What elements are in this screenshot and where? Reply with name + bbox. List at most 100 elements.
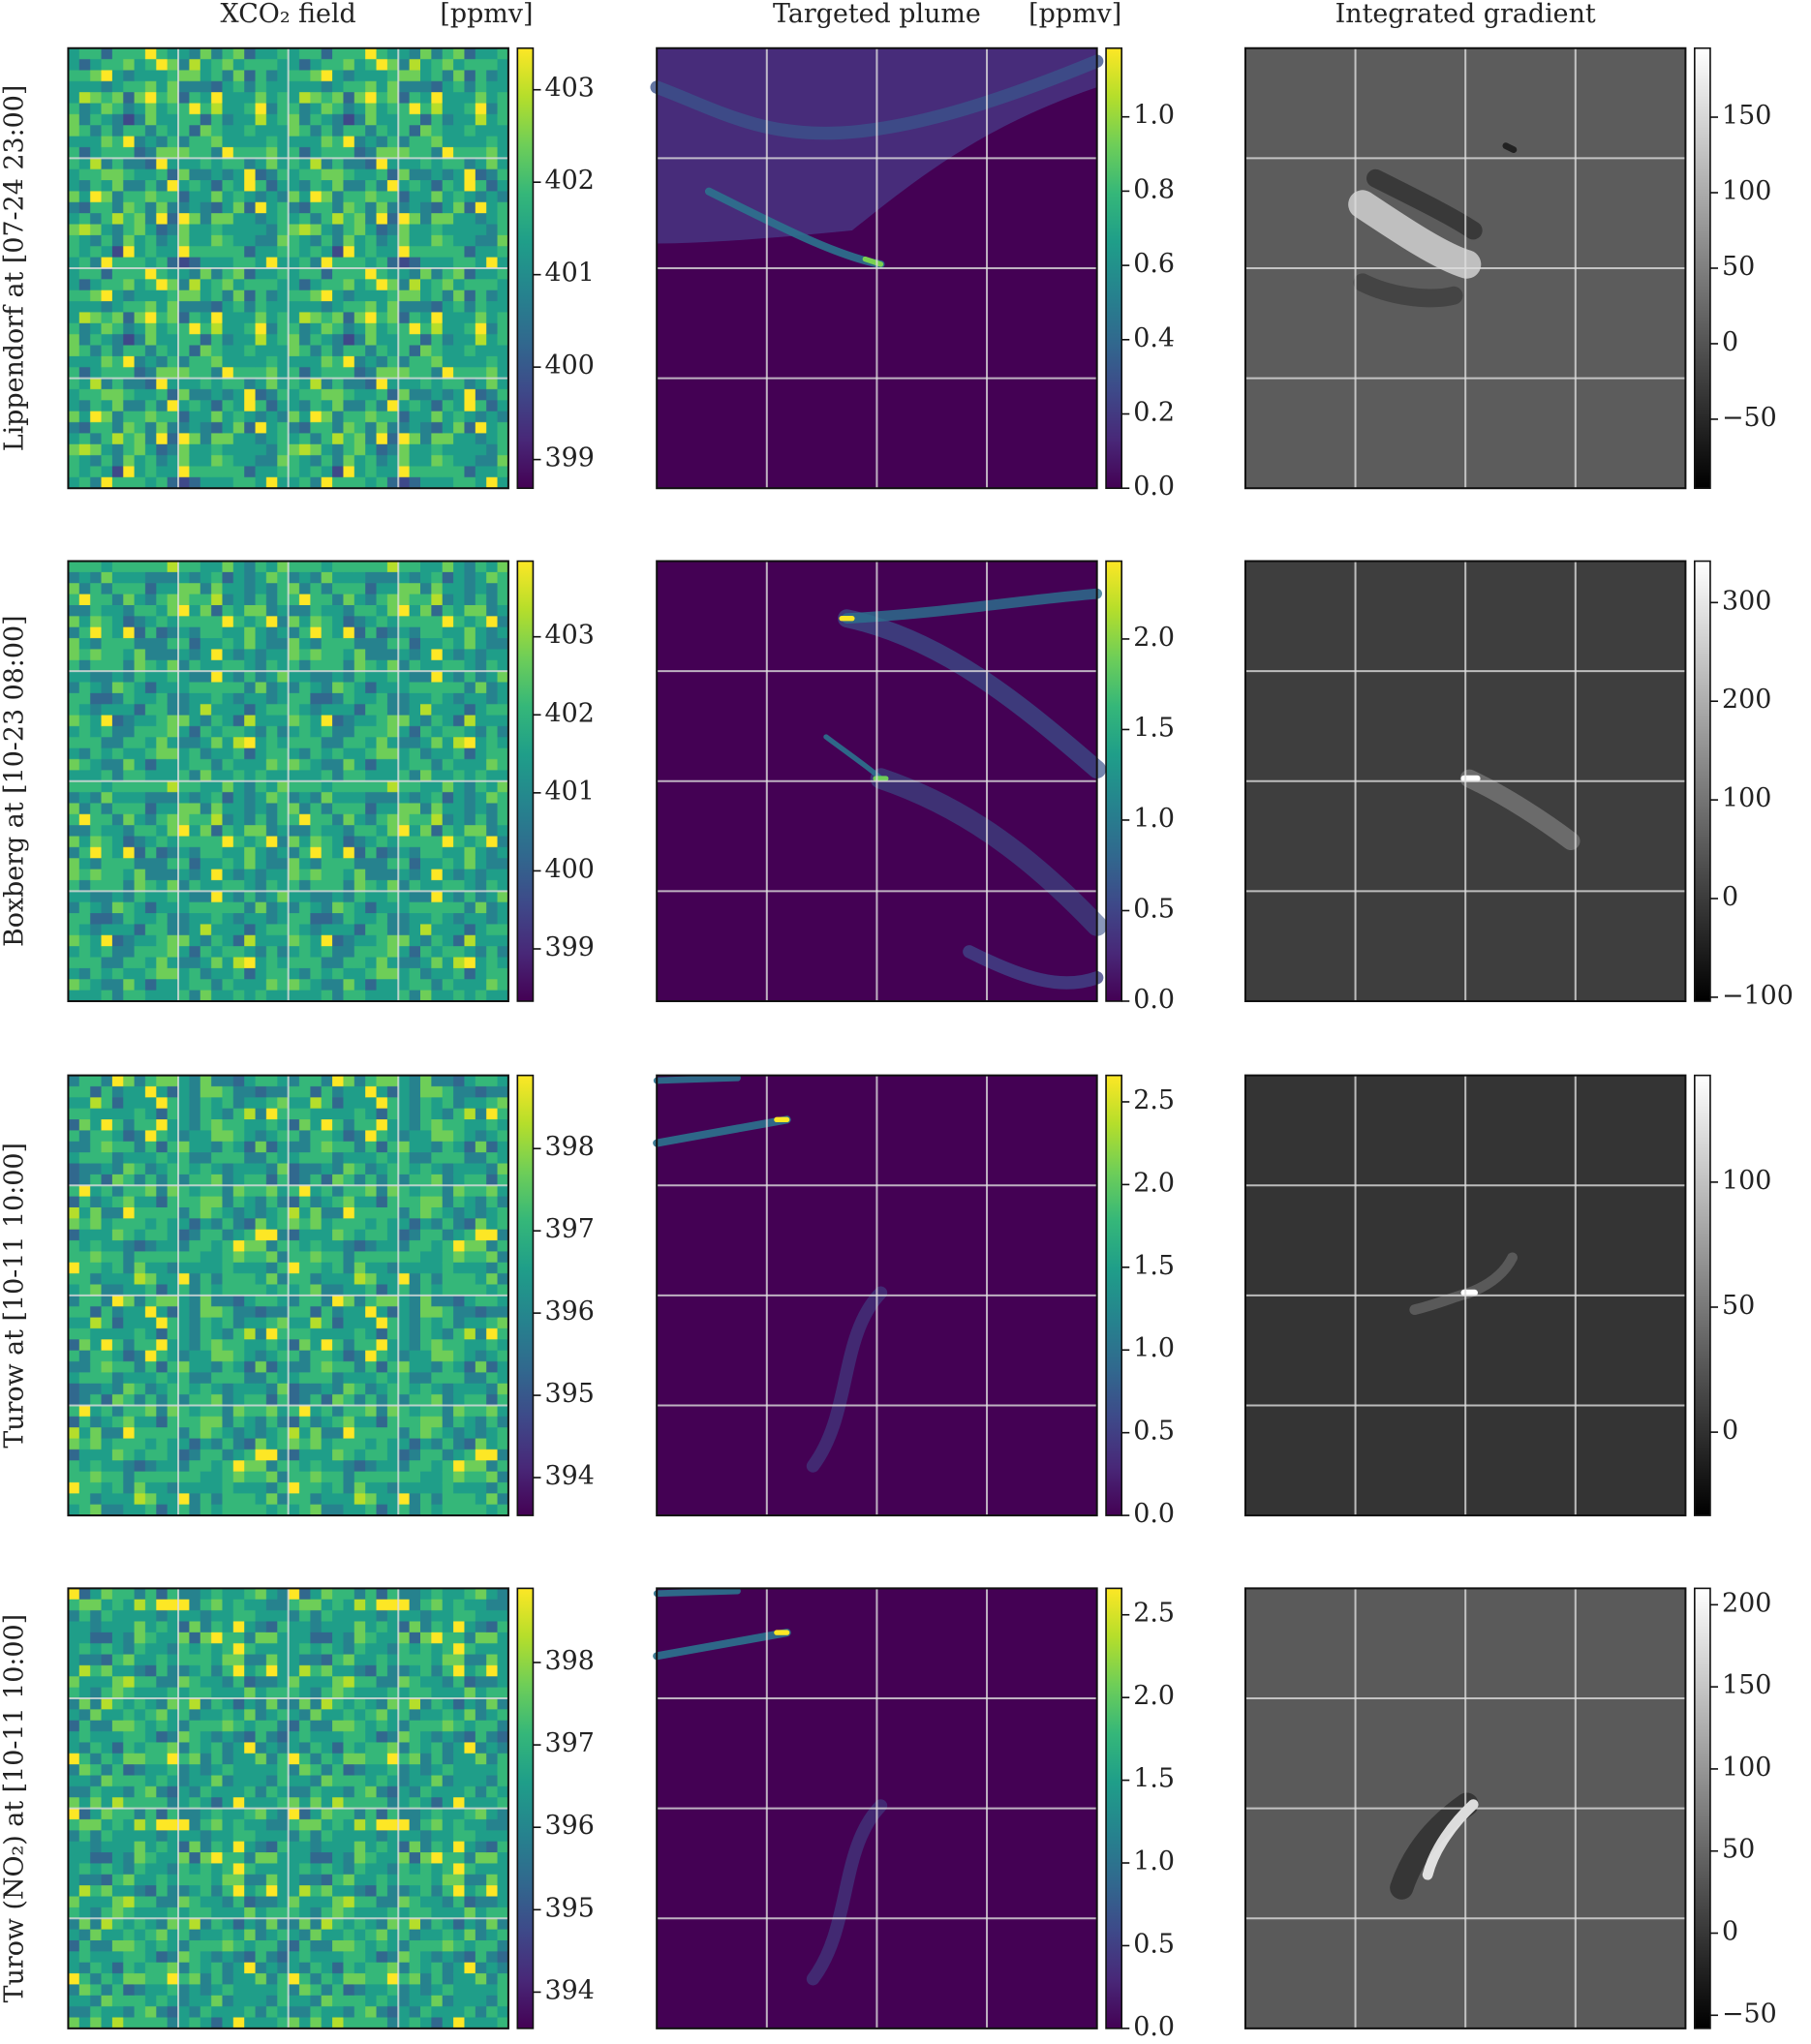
colorbar-tick-label: 398 [545,1646,595,1676]
colorbar [516,560,535,1002]
colorbar-tick-label: 396 [545,1811,595,1841]
colorbar-tick-label: 0.0 [1133,985,1175,1015]
colorbar [1105,46,1123,490]
colorbar-tick-label: 0.2 [1133,398,1175,428]
colorbar-tick-label: 1.5 [1133,1251,1175,1281]
colorbar-tick-label: 395 [545,1379,595,1409]
colorbar-tick-label: 2.5 [1133,1599,1175,1629]
plume [823,734,884,781]
colorbar-tick-label: 0.4 [1133,323,1175,353]
colorbar-tick-label: 399 [545,443,595,473]
colorbar-tick-label: 0.0 [1133,1499,1175,1529]
colorbar-tick-label: 1.0 [1133,1846,1175,1876]
colorbar-tick-label: 397 [545,1728,595,1758]
panel: −50 0 50 100 150 [1243,46,1777,490]
plume [653,1074,741,1084]
panel-frame [67,560,509,1002]
colorbar-tick-label: 403 [545,621,595,651]
panel: 0.0 0.5 1.0 1.5 2.0 2.5 [653,1587,1175,2042]
colorbar-tick-label: 0.6 [1133,249,1175,279]
column-title: XCO₂ field [221,0,356,29]
panel-frame [67,1074,509,1517]
panel: 0.0 0.5 1.0 1.5 2.0 2.5 [653,1074,1175,1529]
colorbar-tick-label: 402 [545,166,595,196]
colorbar-tick-label: 150 [1722,101,1771,131]
colorbar-tick-label: 0.8 [1133,174,1175,204]
panel-frame [656,560,1098,1002]
colorbar [1105,1587,1123,2029]
plume [1459,769,1581,851]
colorbar-tick-label: 50 [1722,252,1755,282]
plume [1366,168,1483,240]
panel-frame [1243,1587,1687,2029]
colorbar-tick-label: 401 [545,777,595,807]
colorbar-tick-label: 100 [1722,783,1771,813]
panel: 399 400 401 402 403 [67,560,595,1002]
plume [862,256,884,267]
colorbar-tick-label: 0 [1722,882,1738,912]
plume [838,609,1107,779]
panel-frame [1243,46,1687,490]
panel-frame [656,1074,1098,1517]
colorbar [1105,1074,1123,1516]
panel: −50 0 50 100 150 200 [1243,1587,1777,2029]
colorbar-tick-label: 0 [1722,327,1738,357]
panel: 0 50 100 [1243,1074,1771,1517]
plume [653,1115,791,1147]
colorbar-tick-label: 200 [1722,1588,1771,1618]
colorbar [516,1074,535,1516]
plume [806,1286,888,1473]
colorbar-tick-label: 403 [545,74,595,104]
colorbar [1694,1587,1711,2029]
colorbar-tick-label: 150 [1722,1670,1771,1700]
colorbar-tick-label: 399 [545,932,595,962]
plume [653,1587,741,1598]
row-label: Lippendorf at [07-24 23:00] [0,85,30,452]
colorbar-tick-label: 200 [1722,685,1771,715]
colorbar-tick-label: 1.5 [1133,1764,1175,1794]
panel-frame [1243,1074,1687,1517]
colorbar-tick-label: 50 [1722,1835,1755,1865]
colorbar-tick-label: 401 [545,259,595,289]
row-label: Boxberg at [10-23 08:00] [0,615,30,947]
colorbar-tick-label: 300 [1722,586,1771,616]
colorbar-tick-label: 394 [545,1461,595,1491]
colorbar-tick-label: 0.0 [1133,472,1175,502]
colorbar-tick-label: 1.0 [1133,1333,1175,1363]
colorbar-tick-label: −50 [1722,1998,1777,2029]
panel-frame [67,1587,509,2029]
colorbar-tick-label: 398 [545,1132,595,1162]
colorbar-tick-label: 2.5 [1133,1085,1175,1115]
colorbar-tick-label: 0.5 [1133,1417,1175,1447]
column-title: Integrated gradient [1335,0,1596,29]
colorbar-tick-label: 1.0 [1133,101,1175,131]
colorbar [1694,46,1711,490]
colorbar-tick-label: 50 [1722,1291,1755,1321]
colorbar [1694,1074,1711,1516]
panel: 0.0 0.5 1.0 1.5 2.0 [656,560,1175,1015]
colorbar-tick-label: 0.5 [1133,1929,1175,1959]
row-label: Turow at [10-11 10:00] [0,1143,30,1449]
colorbar-tick-label: 395 [545,1893,595,1923]
colorbar-tick-label: 1.0 [1133,804,1175,834]
panel: 399 400 401 402 403 [67,46,595,490]
colorbar [1694,560,1711,1002]
colorbar-tick-label: 0 [1722,1416,1738,1446]
colorbar-tick-label: 0.5 [1133,894,1175,924]
colorbar-tick-label: 400 [545,854,595,884]
colorbar-tick-label: −100 [1722,981,1794,1011]
colorbar [516,1587,535,2029]
panel-frame [656,46,1098,490]
colorbar-tick-label: 2.0 [1133,623,1175,653]
panel: −100 0 100 200 300 [1243,560,1794,1011]
colorbar-tick-label: 0 [1722,1917,1738,1947]
plume [1422,1799,1479,1880]
colorbar-tick-label: 396 [545,1297,595,1327]
column-units: [ppmv] [440,0,533,29]
plume [842,588,1103,625]
colorbar-tick-label: −50 [1722,403,1777,433]
row-label: Turow (NO₂) at [10-11 10:00] [0,1614,30,2002]
panel-frame [67,46,509,490]
colorbar [516,46,535,490]
